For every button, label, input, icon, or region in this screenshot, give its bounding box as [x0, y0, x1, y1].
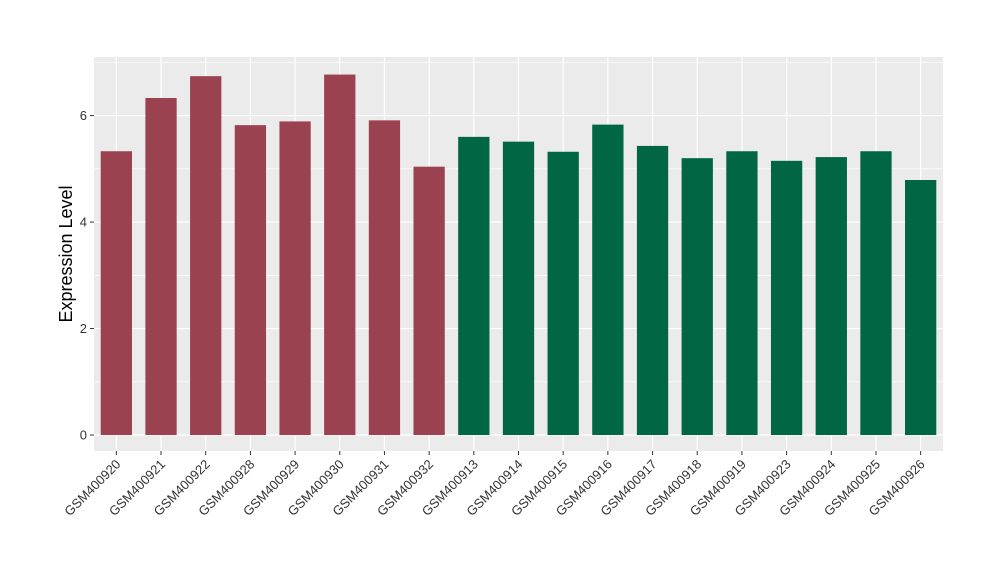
bar-GSM400928	[234, 125, 267, 436]
bar-GSM400921	[145, 97, 177, 436]
bar-GSM400918	[681, 158, 713, 436]
bar-GSM400924	[815, 157, 847, 436]
bar-GSM400925	[860, 151, 892, 436]
bar-GSM400922	[190, 76, 222, 436]
bar-GSM400917	[636, 145, 669, 436]
bar-GSM400916	[592, 124, 624, 436]
y-axis-title: Expression Level	[56, 185, 76, 322]
bars	[100, 74, 937, 436]
bar-GSM400919	[726, 151, 758, 436]
bar-GSM400915	[547, 151, 579, 436]
y-tick-label: 4	[80, 215, 87, 230]
y-axis: 0 2 4 6	[80, 108, 94, 443]
bar-GSM400931	[368, 120, 401, 436]
bar-GSM400923	[770, 160, 803, 436]
bar-GSM400913	[458, 136, 490, 436]
y-tick-label: 2	[80, 321, 87, 336]
y-tick-label: 6	[80, 108, 87, 123]
x-axis: GSM400920GSM400921GSM400922GSM400928GSM4…	[61, 451, 928, 519]
y-tick-label: 0	[80, 428, 87, 443]
bar-GSM400929	[279, 121, 311, 436]
bar-GSM400932	[413, 166, 445, 436]
bar-GSM400920	[100, 151, 132, 436]
bar-GSM400926	[905, 179, 937, 436]
bar-GSM400914	[502, 141, 535, 436]
bar-GSM400930	[324, 74, 356, 436]
